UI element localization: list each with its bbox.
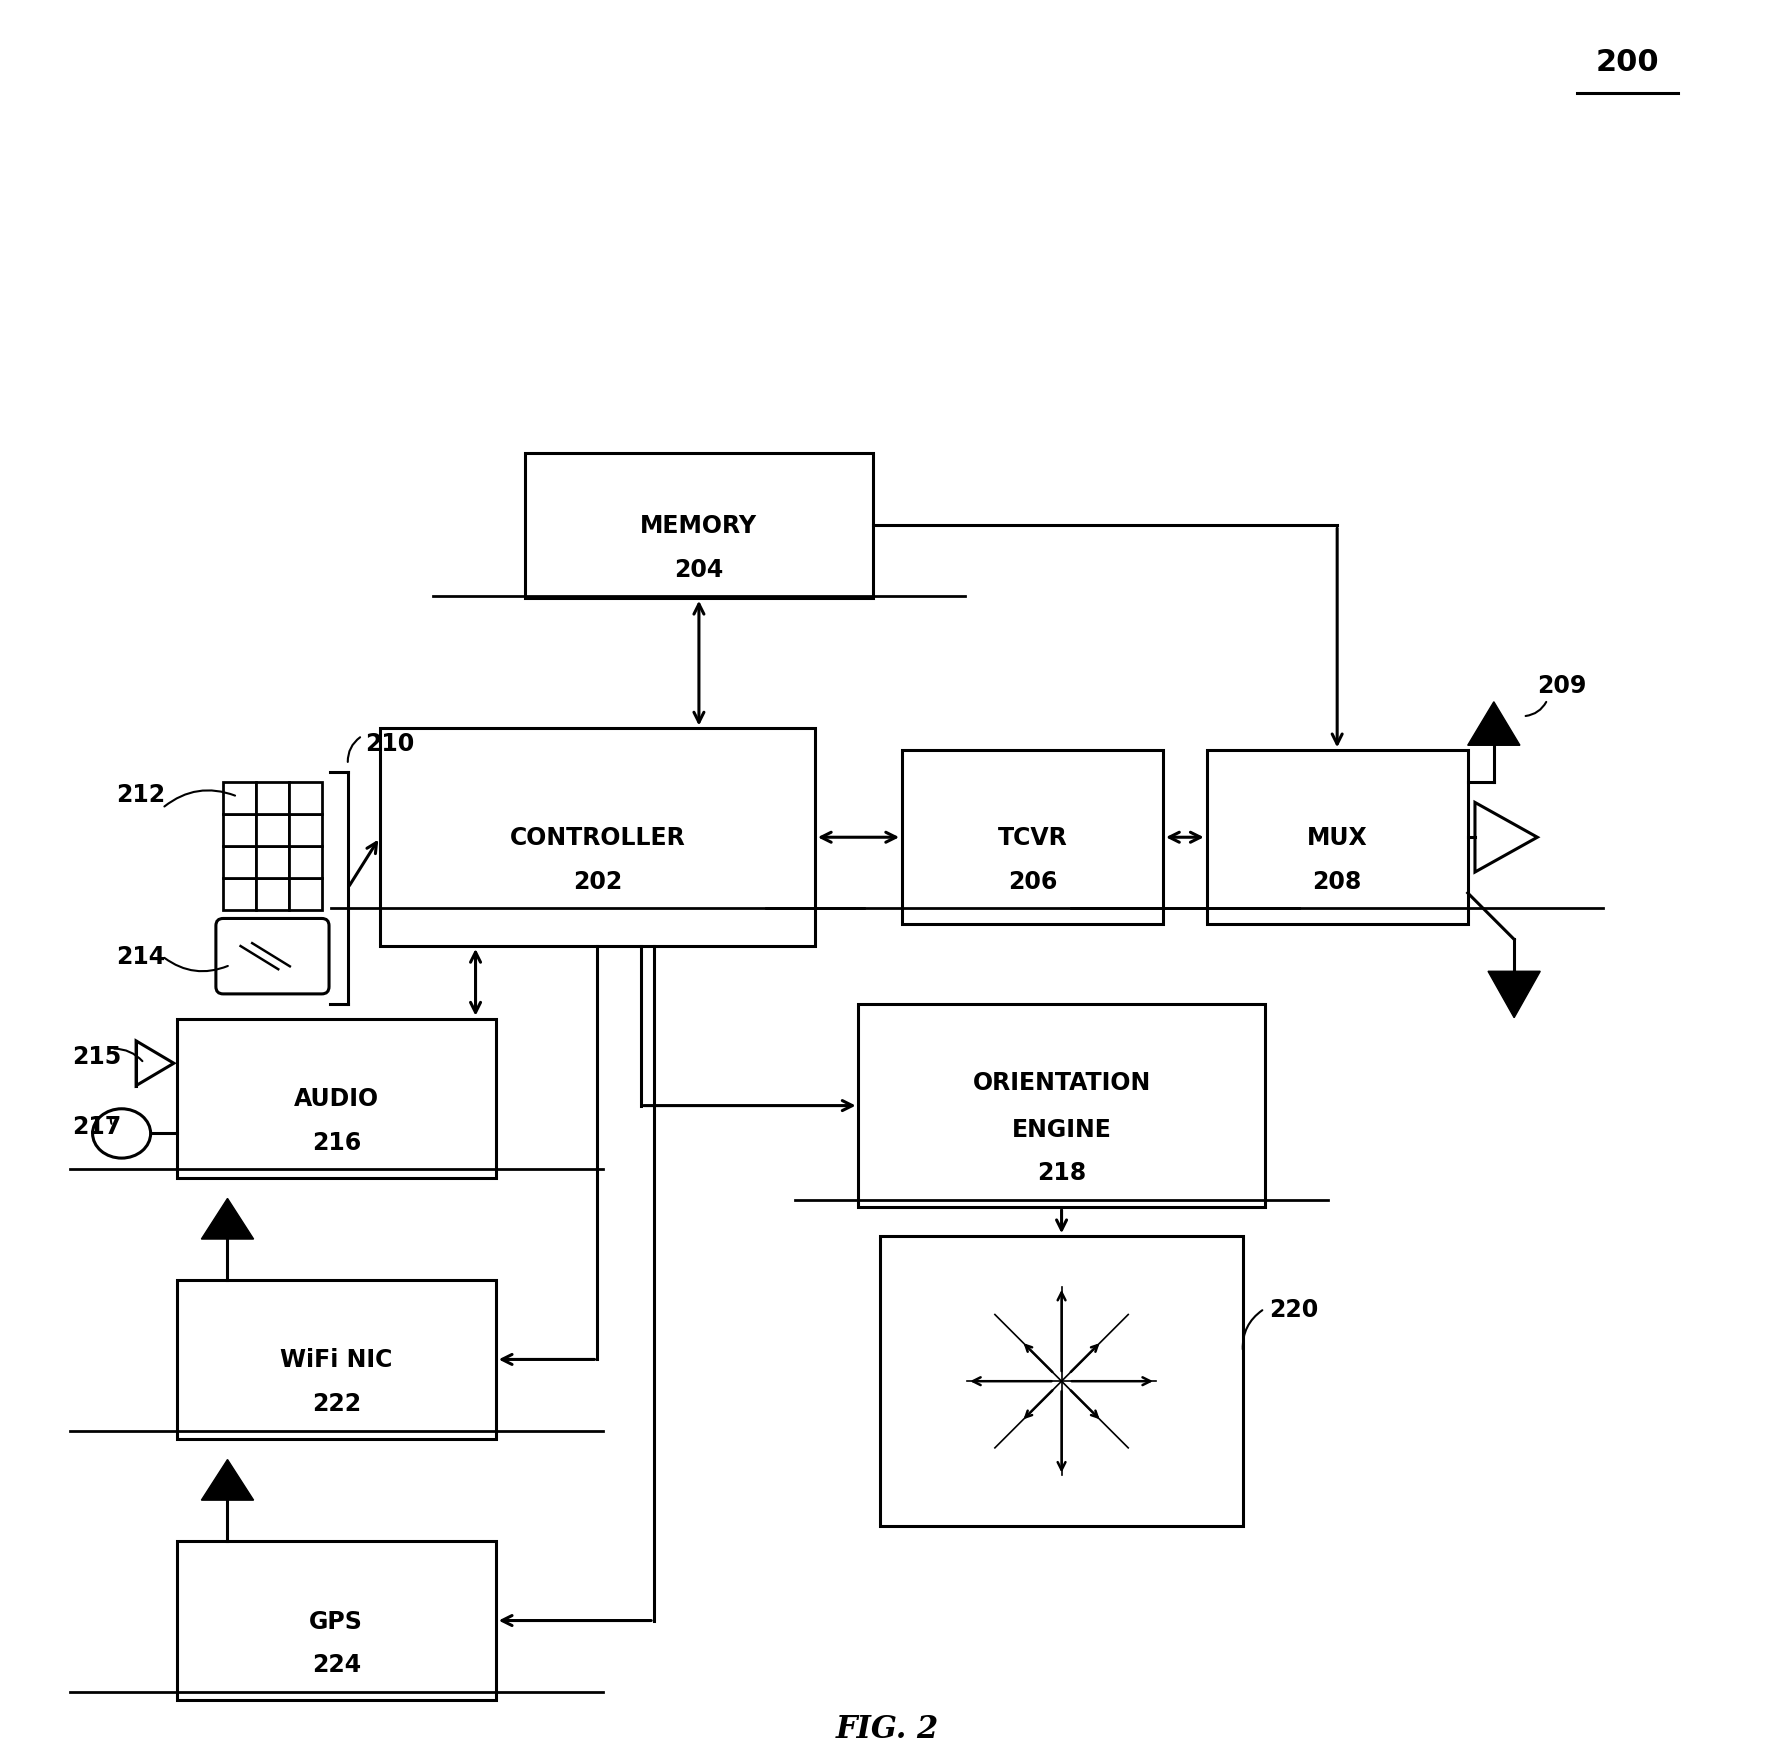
Bar xyxy=(178,1280,495,1439)
Bar xyxy=(880,1236,1242,1526)
Bar xyxy=(224,783,256,815)
Text: 212: 212 xyxy=(115,783,165,806)
Text: TCVR: TCVR xyxy=(998,825,1067,850)
FancyBboxPatch shape xyxy=(217,919,328,995)
Bar xyxy=(224,877,256,911)
Polygon shape xyxy=(1487,972,1541,1017)
Ellipse shape xyxy=(92,1110,151,1159)
Bar xyxy=(859,1005,1264,1208)
Text: 220: 220 xyxy=(1269,1297,1319,1321)
Bar xyxy=(380,729,815,946)
Text: FIG. 2: FIG. 2 xyxy=(836,1713,939,1745)
Bar xyxy=(289,815,321,846)
Polygon shape xyxy=(201,1460,254,1500)
Text: 218: 218 xyxy=(1037,1161,1086,1185)
Text: 222: 222 xyxy=(312,1391,360,1416)
Text: GPS: GPS xyxy=(309,1608,364,1633)
Text: 210: 210 xyxy=(366,731,415,755)
Bar xyxy=(224,846,256,877)
Text: 200: 200 xyxy=(1596,47,1660,77)
Bar xyxy=(178,1542,495,1701)
Bar xyxy=(289,877,321,911)
Bar xyxy=(289,783,321,815)
Text: AUDIO: AUDIO xyxy=(293,1087,378,1110)
Text: 217: 217 xyxy=(73,1115,121,1138)
Polygon shape xyxy=(201,1199,254,1239)
Text: 224: 224 xyxy=(312,1652,360,1676)
Text: 216: 216 xyxy=(312,1131,360,1154)
Text: CONTROLLER: CONTROLLER xyxy=(509,825,685,850)
Bar xyxy=(178,1019,495,1178)
Bar xyxy=(902,752,1163,925)
Bar xyxy=(256,783,289,815)
Bar xyxy=(256,877,289,911)
Text: 208: 208 xyxy=(1312,869,1361,893)
Text: WiFi NIC: WiFi NIC xyxy=(280,1348,392,1372)
Text: MUX: MUX xyxy=(1306,825,1367,850)
Text: MEMORY: MEMORY xyxy=(641,514,758,538)
Bar xyxy=(1207,752,1468,925)
Bar xyxy=(224,815,256,846)
Bar xyxy=(256,815,289,846)
Text: 214: 214 xyxy=(115,944,165,968)
Bar xyxy=(256,846,289,877)
Text: 202: 202 xyxy=(573,869,621,893)
Bar xyxy=(289,846,321,877)
Text: 204: 204 xyxy=(674,558,724,582)
Bar xyxy=(525,453,873,598)
Text: ORIENTATION: ORIENTATION xyxy=(973,1072,1150,1094)
Polygon shape xyxy=(1468,703,1519,746)
Text: 209: 209 xyxy=(1537,673,1587,697)
Text: 215: 215 xyxy=(73,1044,121,1068)
Text: 206: 206 xyxy=(1008,869,1058,893)
Text: ENGINE: ENGINE xyxy=(1012,1117,1111,1141)
